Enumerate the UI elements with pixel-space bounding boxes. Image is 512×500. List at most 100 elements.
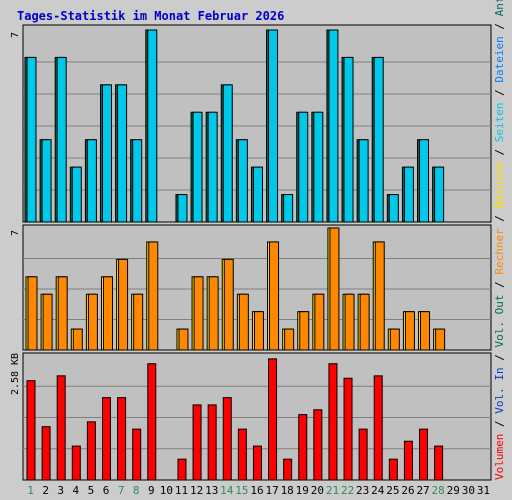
- bar-volumen: [403, 440, 413, 481]
- legend-item: Vol. Out: [493, 295, 506, 348]
- y-axis-max-label: 7: [10, 32, 21, 38]
- bar-rechner: [374, 241, 385, 351]
- bar-dateien: [41, 139, 52, 223]
- bar-rechner: [133, 293, 144, 351]
- bar-volumen: [343, 377, 353, 481]
- bar-rechner: [178, 328, 189, 351]
- bar-dateien: [283, 194, 294, 223]
- x-tick-label: 16: [250, 484, 263, 497]
- bar-rechner: [389, 328, 400, 351]
- bar-volumen: [177, 458, 187, 481]
- x-tick-label: 19: [296, 484, 309, 497]
- x-tick-label: 30: [462, 484, 475, 497]
- bar-volumen: [373, 375, 383, 481]
- bar-volumen: [222, 397, 232, 481]
- bar-dateien: [86, 139, 97, 223]
- x-tick-label: 15: [235, 484, 248, 497]
- x-tick-label: 6: [103, 484, 110, 497]
- x-tick-label: 17: [265, 484, 278, 497]
- bar-volumen: [26, 380, 36, 481]
- bar-dateien: [222, 84, 233, 223]
- x-tick-label: 2: [42, 484, 49, 497]
- bar-rechner: [118, 258, 129, 351]
- x-tick-label: 22: [341, 484, 354, 497]
- bar-volumen: [41, 426, 51, 481]
- panel-3: 2.58 KB: [10, 352, 492, 481]
- x-tick-label: 20: [311, 484, 324, 497]
- bar-volumen: [252, 445, 262, 481]
- x-tick-label: 24: [371, 484, 385, 497]
- legend-text: Volumen / Vol. In / Vol. Out / Rechner /…: [493, 0, 506, 480]
- bar-rechner: [238, 293, 249, 351]
- legend-item: Besuche: [493, 162, 506, 208]
- bar-volumen: [268, 358, 278, 481]
- chart-panels: 7 7 2.58 KB: [10, 24, 492, 481]
- x-tick-label: 13: [205, 484, 218, 497]
- x-tick-label: 31: [477, 484, 490, 497]
- bar-dateien: [328, 29, 339, 223]
- x-tick-label: 28: [432, 484, 445, 497]
- x-tick-label: 12: [190, 484, 203, 497]
- y-axis-max-label: 2.58: [10, 371, 21, 395]
- bar-volumen: [117, 397, 127, 481]
- bar-dateien: [388, 194, 399, 223]
- bar-rechner: [42, 293, 53, 351]
- bar-rechner: [404, 311, 415, 351]
- legend-separator: /: [493, 348, 506, 368]
- bar-rechner: [87, 293, 98, 351]
- bar-volumen: [147, 363, 157, 481]
- bar-volumen: [358, 428, 368, 481]
- bar-dateien: [237, 139, 248, 223]
- bar-dateien: [343, 56, 354, 223]
- bar-rechner: [253, 311, 264, 351]
- bar-dateien: [268, 29, 279, 223]
- legend-separator: /: [493, 16, 506, 36]
- legend-item: Dateien: [493, 36, 506, 82]
- legend-separator: /: [493, 275, 506, 295]
- x-tick-label: 25: [386, 484, 399, 497]
- bar-dateien: [132, 139, 143, 223]
- bar-dateien: [177, 194, 188, 223]
- chart-title: Tages-Statistik im Monat Februar 2026: [17, 9, 284, 23]
- bar-dateien: [403, 166, 414, 223]
- legend-separator: /: [493, 208, 506, 228]
- x-tick-label: 29: [447, 484, 460, 497]
- bar-volumen: [237, 428, 247, 481]
- bar-volumen: [56, 375, 66, 481]
- bar-volumen: [101, 397, 111, 481]
- x-tick-label: 8: [133, 484, 140, 497]
- bar-rechner: [344, 293, 355, 351]
- x-tick-label: 23: [356, 484, 369, 497]
- x-tick-label: 26: [401, 484, 414, 497]
- legend-item: Volumen: [493, 434, 506, 480]
- bar-dateien: [101, 84, 112, 223]
- legend: Volumen / Vol. In / Vol. Out / Rechner /…: [493, 0, 506, 480]
- bar-rechner: [284, 328, 295, 351]
- bar-rechner: [102, 276, 113, 351]
- bar-dateien: [298, 111, 309, 223]
- x-tick-label: 27: [416, 484, 429, 497]
- bar-volumen: [313, 409, 323, 481]
- bar-dateien: [373, 56, 384, 223]
- bar-volumen: [434, 445, 444, 481]
- legend-item: Anfragen: [493, 0, 506, 16]
- legend-item: Seiten: [493, 102, 506, 142]
- x-tick-label: 4: [73, 484, 80, 497]
- x-tick-label: 9: [148, 484, 155, 497]
- bar-volumen: [207, 404, 217, 481]
- bar-rechner: [299, 311, 310, 351]
- legend-separator: /: [493, 142, 506, 162]
- x-tick-label: 7: [118, 484, 125, 497]
- bar-rechner: [269, 241, 280, 351]
- legend-separator: /: [493, 83, 506, 103]
- bar-dateien: [26, 56, 37, 223]
- x-tick-label: 10: [160, 484, 173, 497]
- bar-dateien: [117, 84, 128, 223]
- bar-dateien: [358, 139, 369, 223]
- bar-dateien: [147, 29, 158, 223]
- legend-item: Vol. In: [493, 367, 506, 413]
- bar-volumen: [192, 404, 202, 481]
- bar-volumen: [419, 428, 429, 481]
- y-axis-unit: KB: [10, 353, 21, 365]
